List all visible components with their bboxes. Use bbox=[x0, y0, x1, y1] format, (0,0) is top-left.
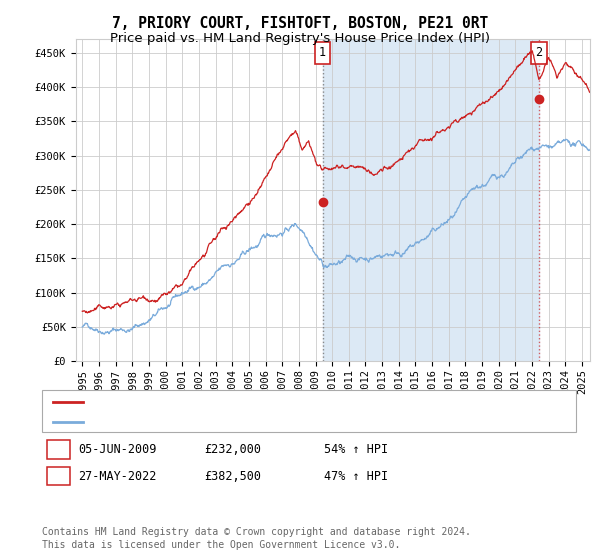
Text: 7, PRIORY COURT, FISHTOFT, BOSTON, PE21 0RT (detached house): 7, PRIORY COURT, FISHTOFT, BOSTON, PE21 … bbox=[89, 395, 516, 409]
Text: 05-JUN-2009: 05-JUN-2009 bbox=[78, 443, 157, 456]
Text: £232,000: £232,000 bbox=[204, 443, 261, 456]
Bar bbox=[323, 39, 539, 361]
Text: 54% ↑ HPI: 54% ↑ HPI bbox=[324, 443, 388, 456]
Text: 27-MAY-2022: 27-MAY-2022 bbox=[78, 469, 157, 483]
Text: 2: 2 bbox=[55, 469, 62, 483]
Text: 1: 1 bbox=[55, 443, 62, 456]
Text: £382,500: £382,500 bbox=[204, 469, 261, 483]
Text: Price paid vs. HM Land Registry's House Price Index (HPI): Price paid vs. HM Land Registry's House … bbox=[110, 32, 490, 45]
Text: 47% ↑ HPI: 47% ↑ HPI bbox=[324, 469, 388, 483]
Text: 7, PRIORY COURT, FISHTOFT, BOSTON, PE21 0RT: 7, PRIORY COURT, FISHTOFT, BOSTON, PE21 … bbox=[112, 16, 488, 31]
Text: 2: 2 bbox=[535, 46, 542, 59]
Text: 1: 1 bbox=[319, 46, 326, 59]
Text: Contains HM Land Registry data © Crown copyright and database right 2024.
This d: Contains HM Land Registry data © Crown c… bbox=[42, 527, 471, 550]
Text: HPI: Average price, detached house, Boston: HPI: Average price, detached house, Bost… bbox=[89, 416, 388, 428]
